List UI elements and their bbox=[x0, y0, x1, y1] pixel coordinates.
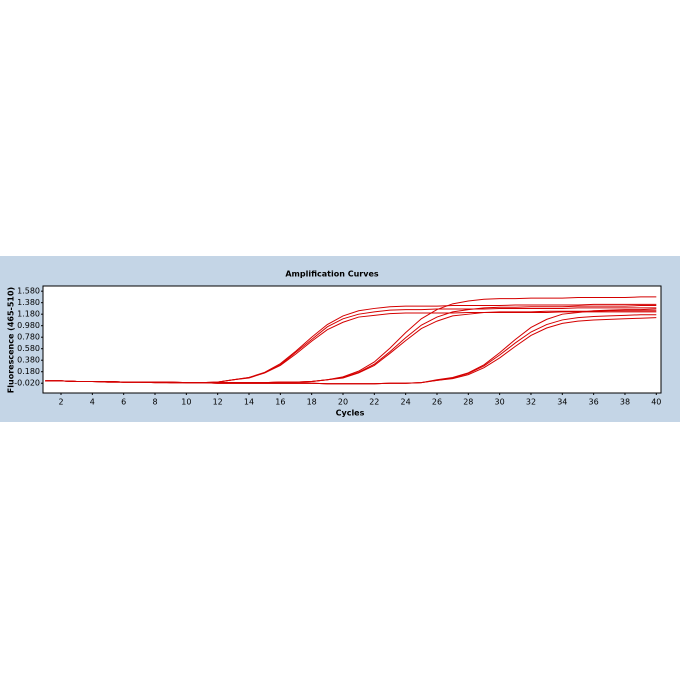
x-tick-label: 34 bbox=[557, 398, 567, 407]
curve bbox=[45, 317, 657, 385]
y-tick-label: 0.180 bbox=[17, 367, 40, 376]
x-tick-label: 36 bbox=[589, 398, 599, 407]
y-tick-label: 1.180 bbox=[17, 310, 40, 319]
x-tick-label: 28 bbox=[463, 398, 473, 407]
x-tick-label: 10 bbox=[181, 398, 191, 407]
x-tick-label: 8 bbox=[152, 398, 157, 407]
x-tick-label: 14 bbox=[244, 398, 254, 407]
x-tick-label: 16 bbox=[275, 398, 285, 407]
x-tick-label: 38 bbox=[620, 398, 630, 407]
x-tick-label: 6 bbox=[121, 398, 126, 407]
x-tick-label: 32 bbox=[526, 398, 536, 407]
x-axis-label: Cycles bbox=[336, 409, 365, 418]
x-tick-label: 22 bbox=[369, 398, 379, 407]
y-tick-label: 1.380 bbox=[17, 298, 40, 307]
y-tick-label: 0.780 bbox=[17, 333, 40, 342]
y-tick-label: 1.580 bbox=[17, 287, 40, 296]
x-tick-label: 40 bbox=[651, 398, 661, 407]
y-tick-label: 0.380 bbox=[17, 356, 40, 365]
x-tick-label: 30 bbox=[495, 398, 505, 407]
x-tick-label: 26 bbox=[432, 398, 442, 407]
y-tick-label: 0.980 bbox=[17, 321, 40, 330]
x-tick-label: 2 bbox=[58, 398, 63, 407]
x-tick-label: 20 bbox=[338, 398, 348, 407]
chart-title: Amplification Curves bbox=[285, 270, 379, 279]
y-tick-label: 0.580 bbox=[17, 344, 40, 353]
x-tick-label: 18 bbox=[307, 398, 317, 407]
x-tick-label: 4 bbox=[90, 398, 95, 407]
plot-area bbox=[42, 285, 662, 394]
x-tick-label: 12 bbox=[213, 398, 223, 407]
x-tick-label: 24 bbox=[401, 398, 411, 407]
y-axis-label: Fluorescence (465-510) bbox=[7, 287, 16, 393]
y-tick-label: -0.020 bbox=[14, 379, 40, 388]
